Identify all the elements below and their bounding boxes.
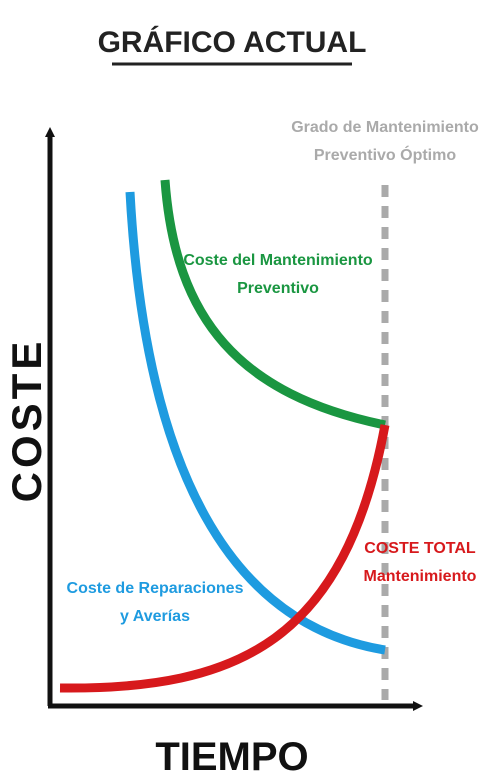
preventive-label: Coste del Mantenimiento bbox=[183, 252, 373, 269]
total-label: COSTE TOTAL bbox=[364, 540, 476, 557]
preventive-curve bbox=[160, 179, 386, 430]
title: GRÁFICO ACTUAL bbox=[98, 25, 367, 59]
repair-label: Coste de Reparaciones bbox=[67, 580, 244, 597]
optimum-label: Preventivo Óptimo bbox=[314, 145, 456, 164]
x-axis-label: TIEMPO bbox=[155, 735, 308, 779]
preventive-label: Preventivo bbox=[237, 280, 319, 297]
repair-curve bbox=[125, 191, 386, 655]
total-label: Mantenimiento bbox=[364, 568, 477, 585]
total-curve bbox=[59, 424, 390, 693]
y-axis-label: COSTE bbox=[3, 338, 50, 503]
repair-label: y Averías bbox=[120, 608, 190, 625]
optimum-label: Grado de Mantenimiento bbox=[291, 119, 479, 136]
